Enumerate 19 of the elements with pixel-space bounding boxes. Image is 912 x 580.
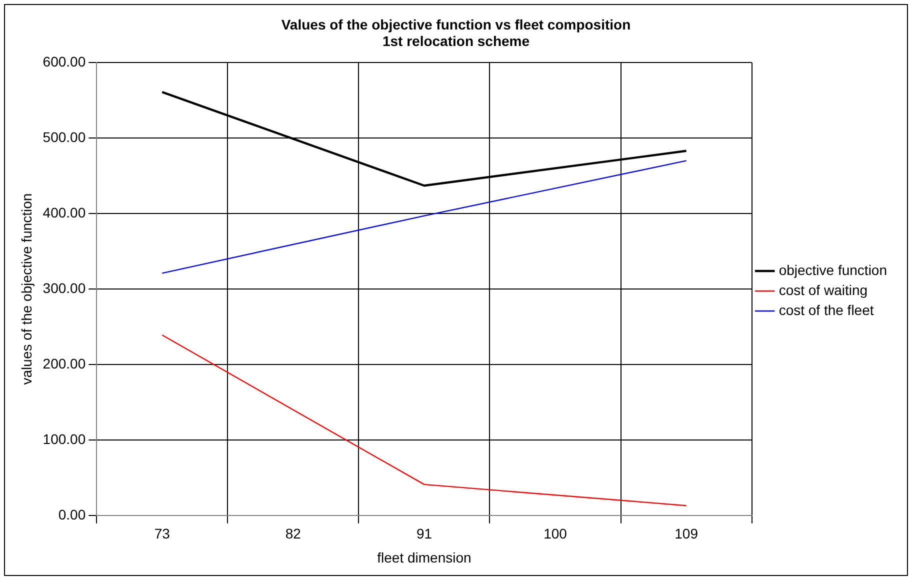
y-tick-label: 500.00	[42, 128, 86, 145]
x-tick-label: 100	[544, 526, 568, 542]
legend-label: cost of waiting	[778, 282, 868, 298]
x-axis-title: fleet dimension	[377, 549, 472, 566]
x-tick-label: 91	[416, 526, 432, 542]
y-tick-label: 100.00	[42, 430, 86, 447]
y-tick-label: 200.00	[42, 355, 86, 372]
y-tick-label: 300.00	[42, 280, 86, 296]
chart-subtitle: 1st relocation scheme	[382, 33, 530, 50]
y-tick-label: 0.00	[58, 506, 86, 522]
legend-label: objective function	[778, 262, 888, 278]
y-axis-title: values of the objective function	[18, 193, 34, 385]
chart-title: Values of the objective function vs fleet composition	[281, 16, 631, 32]
x-tick-label: 82	[285, 526, 302, 542]
y-tick-label: 400.00	[42, 204, 86, 220]
x-tick-label: 73	[154, 526, 170, 542]
x-tick-label: 109	[674, 526, 698, 542]
y-tick-label: 600.00	[42, 53, 86, 70]
legend-label: cost of the fleet	[778, 302, 874, 318]
